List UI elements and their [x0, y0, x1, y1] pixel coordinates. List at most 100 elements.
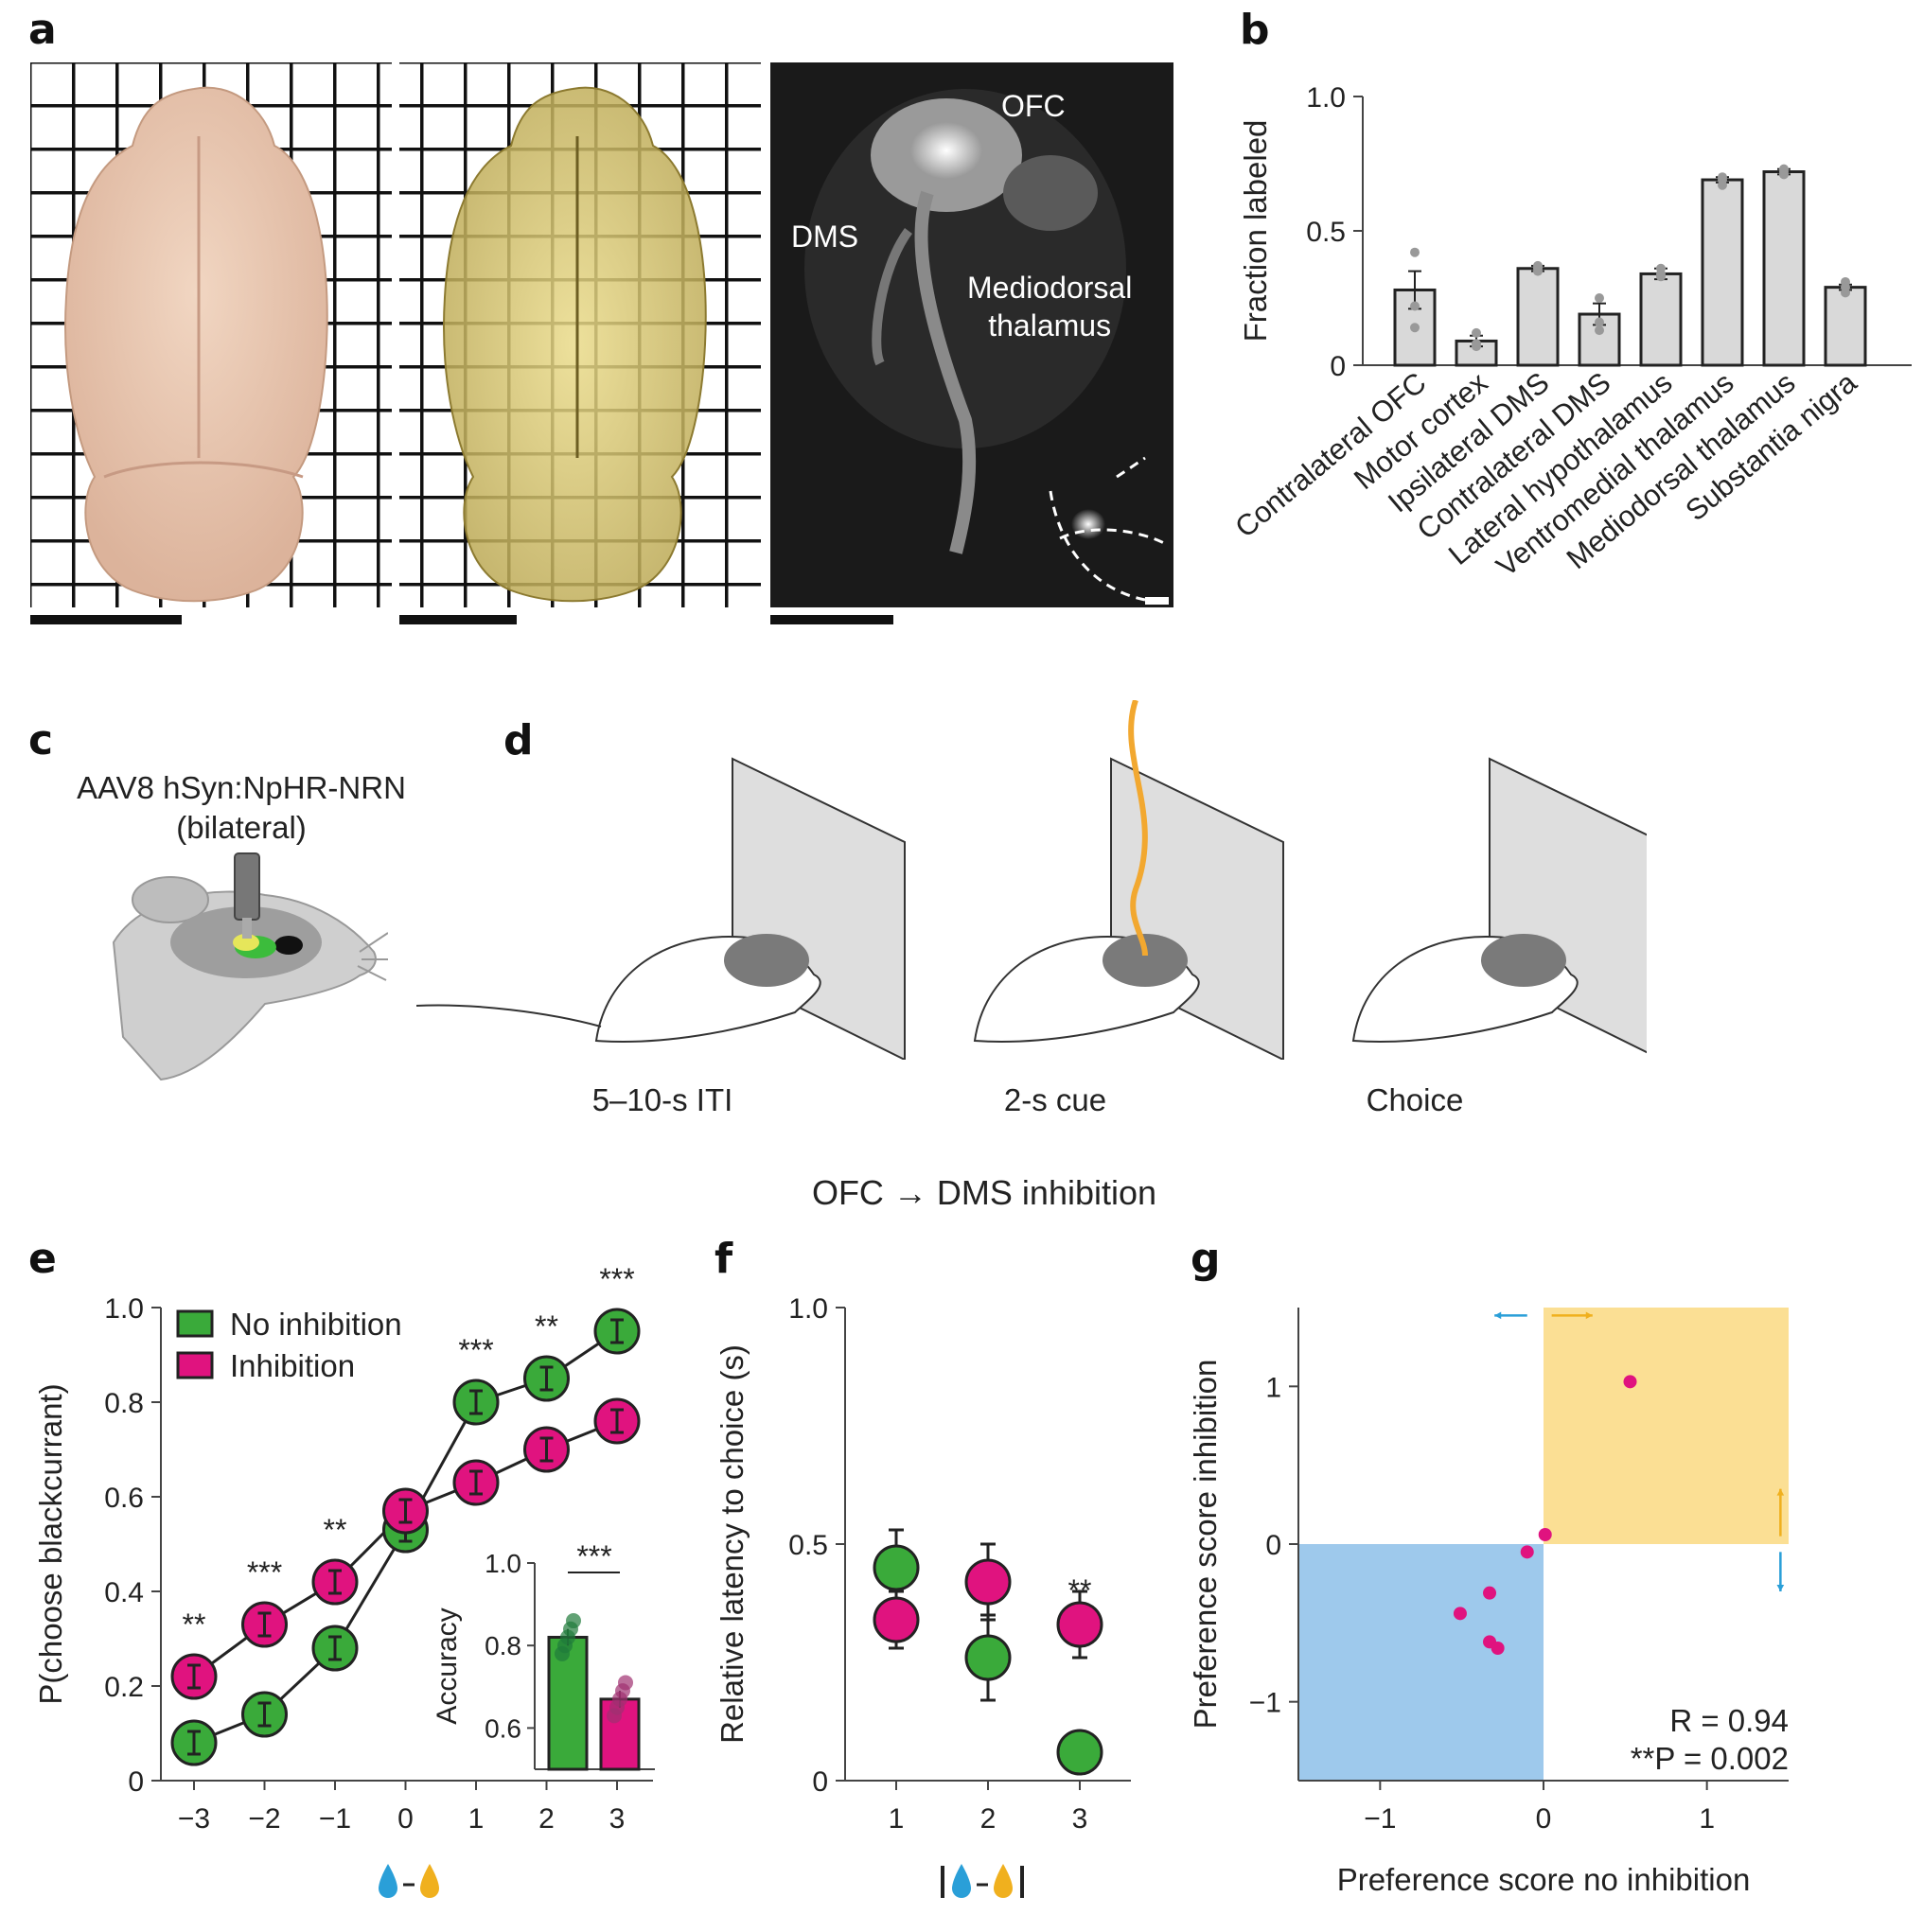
- e-legend-swatch: [176, 1351, 214, 1379]
- e-significance: **: [183, 1607, 206, 1642]
- e-significance: ***: [599, 1262, 634, 1296]
- stage-label-iti: 5–10-s ITI: [591, 1082, 733, 1117]
- e-inset-point: [566, 1613, 581, 1629]
- virus-label: AAV8 hSyn:NpHR-NRN (bilateral): [38, 768, 445, 848]
- e-y-tick-label: 0.8: [104, 1388, 144, 1419]
- e-inset-y-axis-label: Accuracy: [432, 1607, 463, 1724]
- e-significance: **: [324, 1513, 347, 1547]
- yellow-drop-icon: [994, 1864, 1013, 1898]
- b-bar: [1824, 286, 1867, 367]
- e-inset-bar: [547, 1635, 589, 1771]
- f-point-no-inhibition: [873, 1544, 920, 1591]
- g-y-axis-label: Preference score inhibition: [1188, 1360, 1223, 1730]
- g-stat-r: R = 0.94: [1669, 1703, 1789, 1738]
- yellow-drop-icon: [420, 1864, 439, 1898]
- panel-letter-d: d: [503, 716, 534, 764]
- e-connector-inhibition: [426, 1489, 456, 1504]
- e-y-tick-label: 0.4: [104, 1577, 144, 1608]
- f-significance: **: [1068, 1573, 1092, 1607]
- e-x-tick-label: 2: [538, 1803, 555, 1835]
- b-y-tick-label: 0: [1330, 351, 1346, 382]
- b-point: [1410, 301, 1420, 311]
- g-point: [1538, 1528, 1552, 1541]
- panel-letter-b: b: [1240, 6, 1270, 54]
- b-bar: [1762, 170, 1806, 367]
- g-x-tick-label: 1: [1699, 1803, 1715, 1835]
- g-stat-p: **P = 0.002: [1631, 1741, 1789, 1776]
- e-connector-no-inhibition: [279, 1662, 320, 1700]
- cleared-brain-photo: [399, 62, 761, 607]
- e-significance: **: [535, 1309, 558, 1344]
- e-x-tick-label: 0: [397, 1803, 414, 1835]
- b-bar: [1578, 312, 1621, 367]
- e-inset-point: [618, 1675, 633, 1691]
- e-legend-swatch: [176, 1309, 214, 1338]
- chart-e: 0 0.2 0.4 0.6 0.8 1.0 −3 −2 −1 0 1 2 3 P(choose black…: [33, 1262, 655, 1898]
- e-connector-no-inhibition: [564, 1343, 599, 1367]
- scale-bar-1: [30, 615, 182, 624]
- g-quadrant-blue: [1298, 1544, 1544, 1781]
- f-point-inhibition: [1056, 1601, 1103, 1648]
- virus-label-line2: (bilateral): [176, 810, 307, 845]
- b-point: [1410, 247, 1420, 257]
- b-y-tick-label: 0.5: [1306, 217, 1346, 248]
- f-point-inhibition: [964, 1558, 1012, 1606]
- e-x-tick-label: 1: [468, 1803, 485, 1835]
- g-arrow-right-icon-head: [1585, 1311, 1593, 1320]
- e-connector-inhibition: [283, 1592, 317, 1614]
- f-y-axis-label: Relative latency to choice (s): [715, 1344, 750, 1744]
- panel-letter-a: a: [28, 6, 57, 54]
- e-connector-no-inhibition: [214, 1721, 244, 1736]
- g-x-axis-label: Preference score no inhibition: [1337, 1862, 1751, 1897]
- b-y-axis-label: Fraction labeled: [1238, 120, 1273, 342]
- b-point: [1718, 180, 1727, 190]
- f-point-no-inhibition: [1056, 1729, 1103, 1776]
- b-point: [1841, 288, 1850, 298]
- g-point: [1453, 1607, 1467, 1621]
- e-y-tick-label: 1.0: [104, 1293, 144, 1325]
- e-inset-y-tick-label: 0.8: [485, 1631, 521, 1660]
- f-point-inhibition: [873, 1596, 920, 1643]
- e-x-tick-label: −1: [319, 1803, 351, 1835]
- e-legend-label: Inhibition: [230, 1348, 355, 1383]
- g-y-tick-label: 1: [1265, 1372, 1281, 1403]
- panel-letter-c: c: [28, 716, 54, 764]
- g-point: [1623, 1375, 1637, 1389]
- g-x-tick-label: 0: [1536, 1803, 1552, 1835]
- label-mediodorsal-thalamus: Mediodorsal thalamus: [967, 269, 1132, 344]
- e-connector-no-inhibition: [344, 1548, 396, 1630]
- g-arrow-down-icon-head: [1776, 1584, 1785, 1591]
- e-significance: ***: [458, 1333, 493, 1367]
- g-point: [1520, 1545, 1534, 1559]
- g-arrow-up-icon-head: [1776, 1488, 1785, 1496]
- e-x-tick-label: −3: [178, 1803, 210, 1835]
- b-point: [1472, 342, 1481, 352]
- e-significance: ***: [247, 1555, 282, 1590]
- rat-head-illustration: [112, 852, 388, 1081]
- e-connector-inhibition: [211, 1637, 248, 1664]
- rat-iti: [416, 757, 906, 1060]
- label-md-line1: Mediodorsal: [967, 271, 1133, 305]
- b-point: [1410, 323, 1420, 333]
- b-y-tick-label: 1.0: [1306, 82, 1346, 114]
- panel-letter-e: e: [28, 1235, 57, 1283]
- f-x-tick-label: 2: [980, 1803, 997, 1835]
- e-connector-no-inhibition: [497, 1384, 526, 1396]
- b-bar: [1701, 178, 1744, 367]
- b-bar: [1516, 267, 1560, 367]
- g-y-tick-label: 0: [1265, 1530, 1281, 1561]
- stage-label-choice: Choice: [1366, 1082, 1464, 1117]
- e-x-axis-drops: [379, 1864, 439, 1898]
- b-point: [1595, 317, 1604, 327]
- e-inset-significance: ***: [576, 1539, 611, 1573]
- e-x-tick-label: −2: [248, 1803, 280, 1835]
- b-point: [1595, 325, 1604, 336]
- label-md-line2: thalamus: [988, 308, 1112, 342]
- g-point: [1483, 1586, 1497, 1600]
- e-inset-y-tick-label: 0.6: [485, 1713, 521, 1743]
- e-connector-inhibition: [496, 1457, 527, 1475]
- g-x-tick-label: −1: [1364, 1803, 1396, 1835]
- e-x-tick-label: 3: [609, 1803, 626, 1835]
- panel-letter-f: f: [715, 1235, 733, 1283]
- virus-label-line1: AAV8 hSyn:NpHR-NRN: [77, 770, 406, 805]
